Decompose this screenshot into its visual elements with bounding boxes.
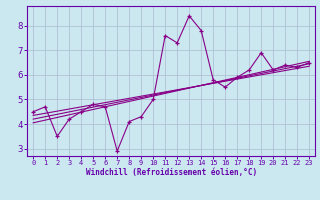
X-axis label: Windchill (Refroidissement éolien,°C): Windchill (Refroidissement éolien,°C) <box>86 168 257 177</box>
